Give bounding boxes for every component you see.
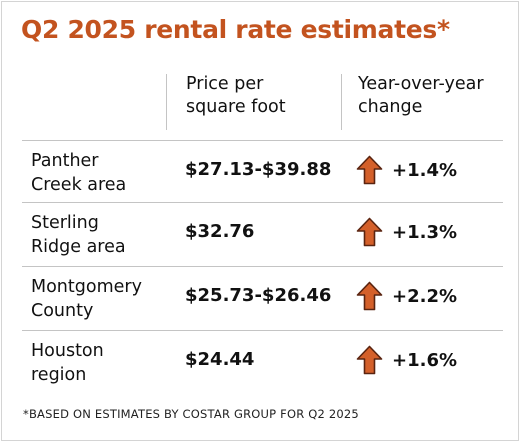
change-value: +1.4% bbox=[392, 159, 458, 181]
table-row: Panther Creek area $27.13-$39.88 +1.4% bbox=[22, 140, 503, 202]
column-header-change: Year-over-year change bbox=[358, 73, 508, 119]
table-row: Houston region $24.44 +1.6% bbox=[22, 330, 503, 392]
row-change: +1.6% bbox=[356, 345, 457, 375]
page-title: Q2 2025 rental rate estimates* bbox=[21, 15, 450, 44]
row-change: +1.4% bbox=[356, 155, 457, 185]
row-change: +1.3% bbox=[356, 217, 457, 247]
row-label: Sterling Ridge area bbox=[31, 211, 181, 259]
up-arrow-icon bbox=[356, 281, 383, 311]
row-label-line-2: County bbox=[31, 301, 94, 321]
footnote: *BASED ON ESTIMATES BY COSTAR GROUP FOR … bbox=[23, 407, 359, 421]
column-header-price-line-2: square foot bbox=[186, 97, 286, 117]
column-divider bbox=[341, 74, 342, 130]
row-price: $27.13-$39.88 bbox=[185, 159, 332, 180]
column-header-price: Price per square foot bbox=[186, 73, 336, 119]
column-header-change-line-2: change bbox=[358, 97, 423, 117]
up-arrow-icon bbox=[356, 217, 383, 247]
row-label-line-2: Ridge area bbox=[31, 237, 126, 257]
row-price: $24.44 bbox=[185, 349, 255, 370]
row-label-line-1: Montgomery bbox=[31, 277, 142, 297]
row-price: $25.73-$26.46 bbox=[185, 285, 332, 306]
row-label: Houston region bbox=[31, 339, 181, 387]
table-row: Sterling Ridge area $32.76 +1.3% bbox=[22, 202, 503, 264]
row-label-line-1: Houston bbox=[31, 341, 104, 361]
table-row: Montgomery County $25.73-$26.46 +2.2% bbox=[22, 266, 503, 328]
row-label-line-1: Sterling bbox=[31, 213, 99, 233]
row-price: $32.76 bbox=[185, 221, 255, 242]
change-value: +1.6% bbox=[392, 349, 458, 371]
column-divider bbox=[166, 74, 167, 130]
up-arrow-icon bbox=[356, 155, 383, 185]
column-header-price-line-1: Price per bbox=[186, 74, 264, 94]
change-value: +2.2% bbox=[392, 285, 458, 307]
row-label-line-1: Panther bbox=[31, 151, 99, 171]
row-label-line-2: Creek area bbox=[31, 175, 127, 195]
up-arrow-icon bbox=[356, 345, 383, 375]
change-value: +1.3% bbox=[392, 221, 458, 243]
column-header-change-line-1: Year-over-year bbox=[358, 74, 484, 94]
row-label: Montgomery County bbox=[31, 275, 181, 323]
row-change: +2.2% bbox=[356, 281, 457, 311]
row-label: Panther Creek area bbox=[31, 149, 181, 197]
row-label-line-2: region bbox=[31, 365, 87, 385]
